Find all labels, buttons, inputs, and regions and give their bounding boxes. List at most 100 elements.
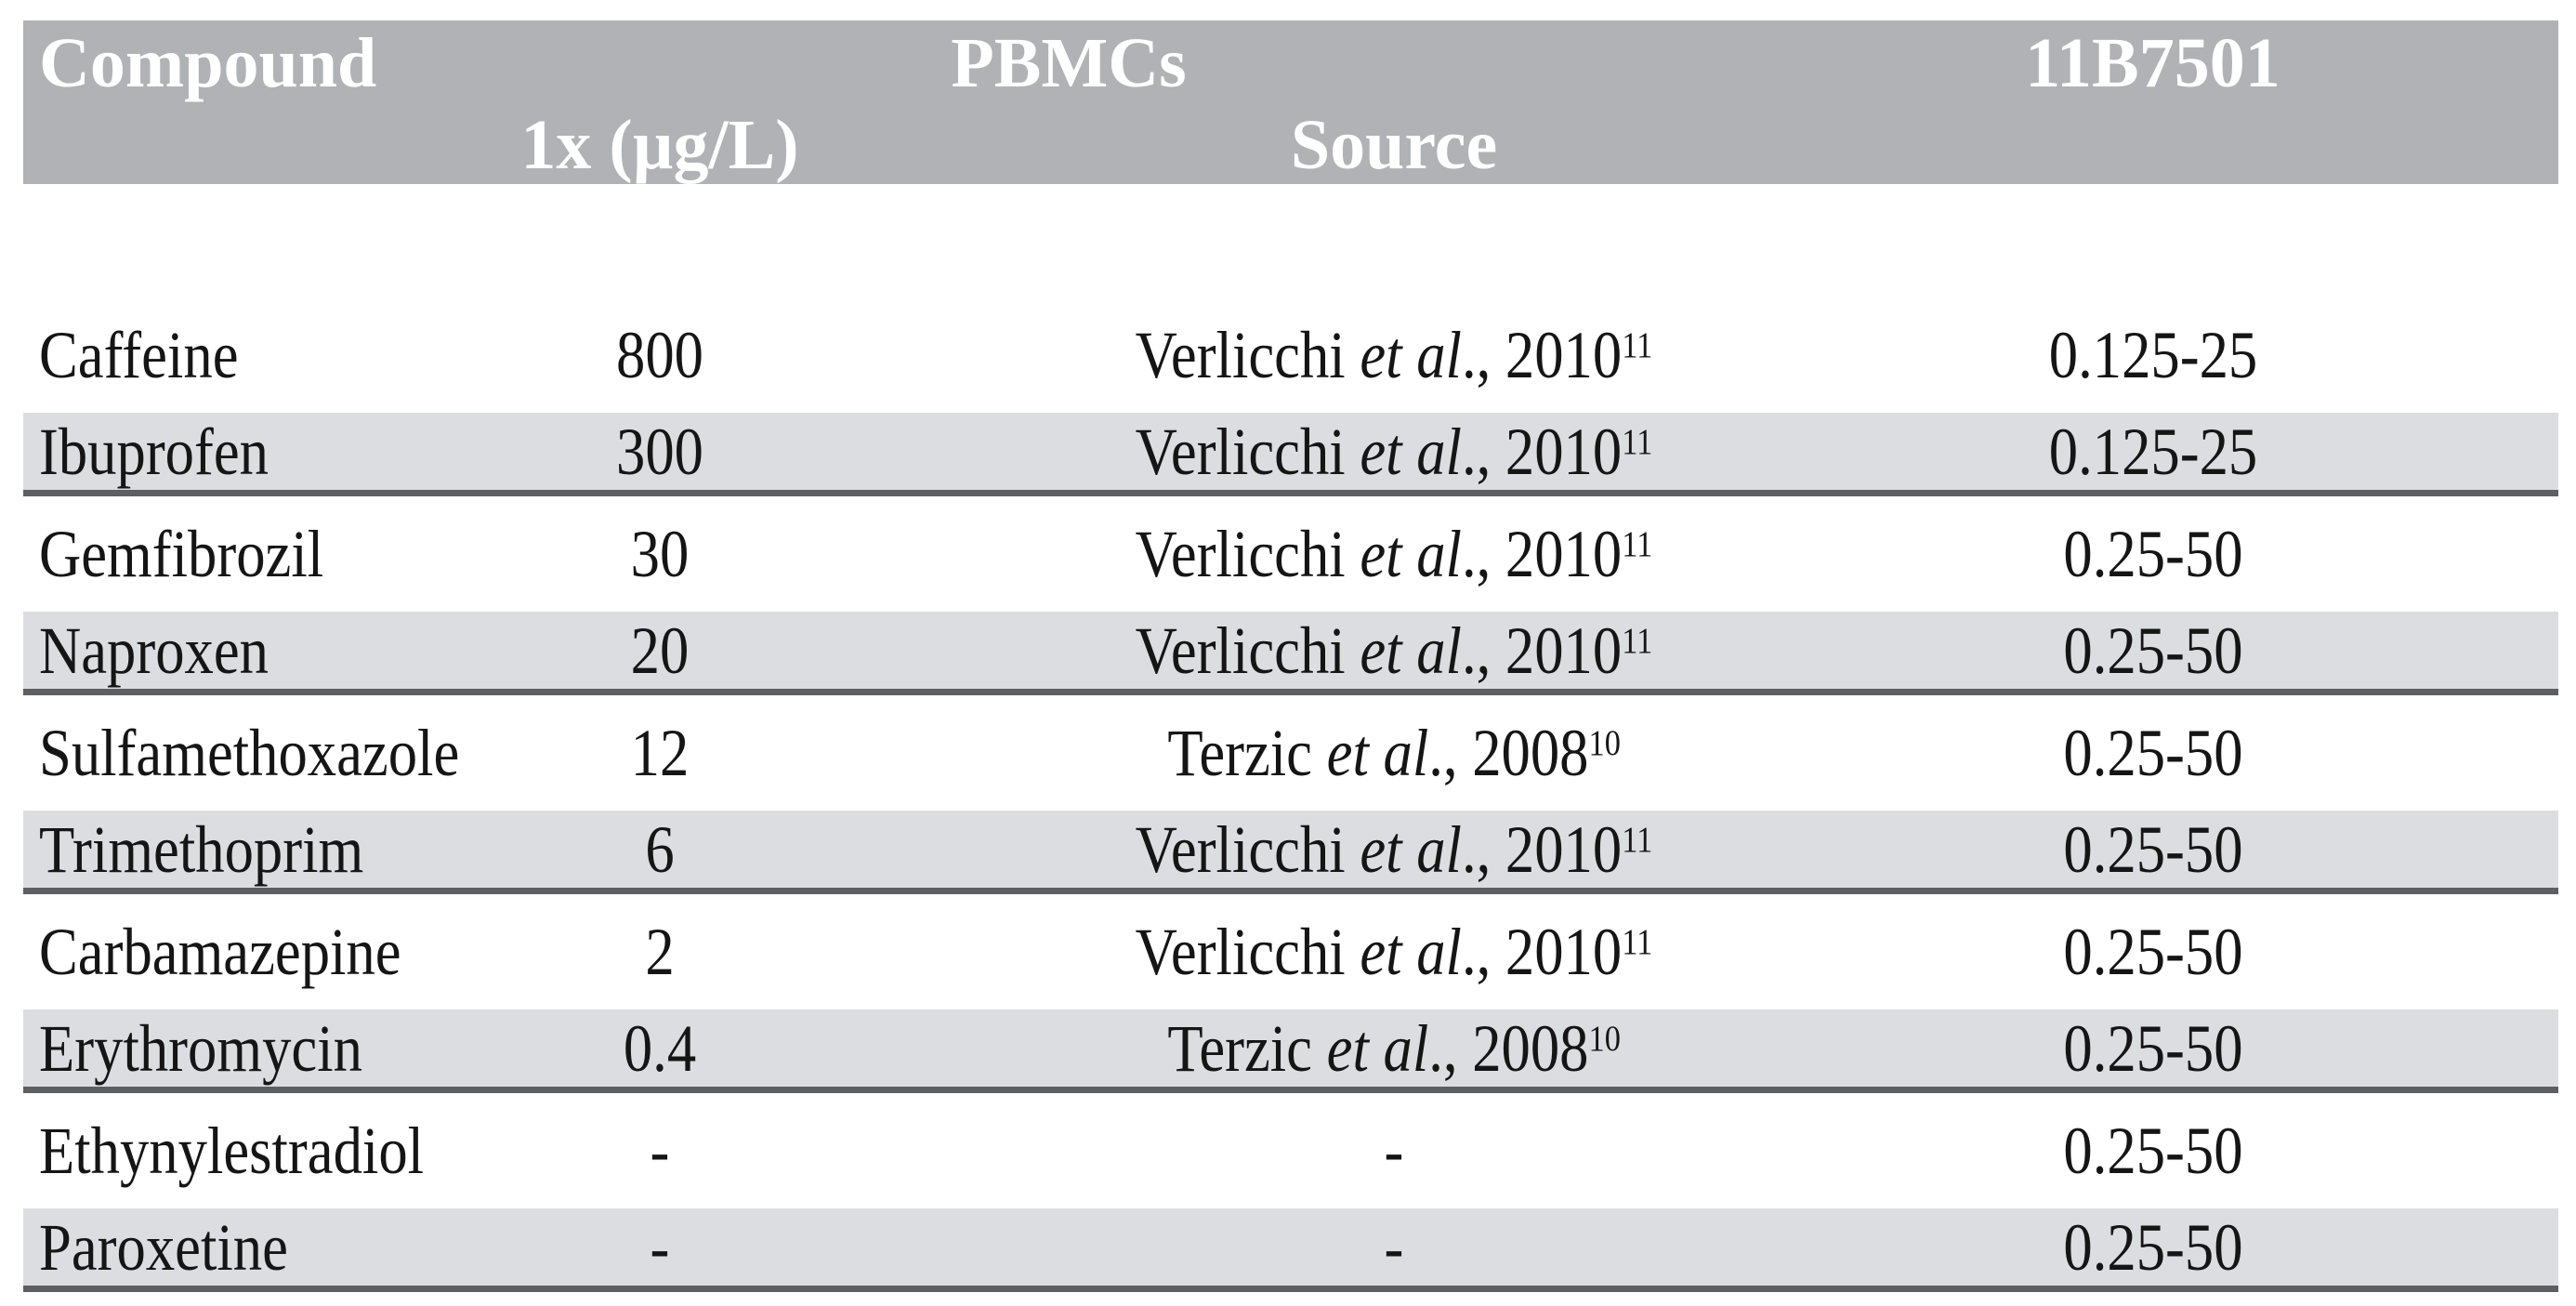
concentration-value: 6 xyxy=(645,811,675,887)
header-empty-cell xyxy=(23,106,446,184)
range-cell: 0.25-50 xyxy=(1914,612,2558,695)
compound-name: Carbamazepine xyxy=(39,915,401,989)
concentration-cell: 0.4 xyxy=(446,1009,874,1093)
table-row: Gemfibrozil 30 Verlicchi et al., 201011 … xyxy=(23,493,2558,612)
source-year: ., 2010 xyxy=(1461,613,1623,688)
table-row: Erythromycin 0.4 Terzic et al., 200810 0… xyxy=(23,1009,2558,1093)
compound-cell: Trimethoprim xyxy=(23,811,446,894)
concentration-value: 300 xyxy=(616,414,703,489)
source-citation: Verlicchi et al., 201011 xyxy=(1136,918,1653,985)
range-cell: 0.25-50 xyxy=(1914,1208,2558,1292)
compound-name: Sulfamethoxazole xyxy=(39,716,460,790)
dose-range: 0.25-50 xyxy=(2062,811,2243,887)
table-row: Trimethoprim 6 Verlicchi et al., 201011 … xyxy=(23,811,2558,894)
concentration-value: 12 xyxy=(630,716,690,790)
dose-range: 0.25-50 xyxy=(2062,1010,2243,1086)
concentration-value: 0.4 xyxy=(623,1010,697,1086)
dose-range: 0.25-50 xyxy=(2062,915,2243,989)
source-author: Terzic xyxy=(1167,716,1327,790)
range-cell: 0.125-25 xyxy=(1914,297,2558,413)
concentration-cell: - xyxy=(446,1089,874,1208)
source-et-al: et al xyxy=(1360,414,1462,489)
concentration-value: 30 xyxy=(630,517,690,591)
header-row-1: Compound PBMCs 11B7501 xyxy=(23,20,2558,106)
range-cell: 0.25-50 xyxy=(1914,890,2558,1009)
compound-name: Paroxetine xyxy=(39,1209,288,1285)
source-cell: Verlicchi et al., 201011 xyxy=(874,811,1914,894)
source-citation: Verlicchi et al., 201011 xyxy=(1136,418,1653,485)
compound-cell: Ibuprofen xyxy=(23,413,446,496)
range-cell: 0.25-50 xyxy=(1914,1009,2558,1093)
source-cell: Verlicchi et al., 201011 xyxy=(874,612,1914,695)
compound-cell: Ethynylestradiol xyxy=(23,1089,446,1208)
compound-cell: Carbamazepine xyxy=(23,890,446,1009)
source-year: ., 2010 xyxy=(1461,414,1623,489)
column-header-source-label: Source xyxy=(1290,106,1498,184)
compound-name: Trimethoprim xyxy=(39,811,364,887)
compound-cell: Naproxen xyxy=(23,612,446,695)
range-cell: 0.125-25 xyxy=(1914,413,2558,496)
source-author: - xyxy=(1384,1209,1404,1285)
dose-range: 0.25-50 xyxy=(2062,517,2243,591)
concentration-cell: 6 xyxy=(446,811,874,894)
column-group-header-pbmcs: PBMCs xyxy=(446,20,1914,106)
compound-name: Erythromycin xyxy=(39,1010,362,1086)
source-citation: - xyxy=(1385,1117,1404,1184)
concentration-value: - xyxy=(650,1209,670,1285)
source-ref-superscript: 11 xyxy=(1622,523,1653,565)
source-citation: Terzic et al., 200810 xyxy=(1167,1015,1621,1082)
compound-concentration-table: Compound PBMCs 11B7501 1x (µg/L) Source … xyxy=(23,20,2558,1292)
table-row: Sulfamethoxazole 12 Terzic et al., 20081… xyxy=(23,692,2558,811)
column-group-header-pbmcs-label: PBMCs xyxy=(951,24,1187,102)
table-row: Ethynylestradiol - - 0.25-50 xyxy=(23,1089,2558,1208)
compound-cell: Sulfamethoxazole xyxy=(23,692,459,811)
source-author: Verlicchi xyxy=(1135,811,1360,887)
source-cell: Verlicchi et al., 201011 xyxy=(874,297,1914,413)
concentration-value: 2 xyxy=(645,915,675,989)
source-citation: Verlicchi et al., 201011 xyxy=(1136,816,1653,883)
source-et-al: et al xyxy=(1360,517,1462,591)
compound-name: Gemfibrozil xyxy=(39,517,324,591)
source-et-al: et al xyxy=(1326,716,1429,790)
column-header-concentration-label: 1x (µg/L) xyxy=(520,106,799,184)
source-citation: Verlicchi et al., 201011 xyxy=(1136,617,1653,684)
table-row: Paroxetine - - 0.25-50 xyxy=(23,1208,2558,1292)
source-et-al: et al xyxy=(1326,1010,1429,1086)
dose-range: 0.25-50 xyxy=(2062,1209,2243,1285)
source-et-al: et al xyxy=(1360,613,1462,688)
header-row-2: 1x (µg/L) Source xyxy=(23,106,2558,184)
dose-range: 0.25-50 xyxy=(2062,716,2243,790)
source-ref-superscript: 10 xyxy=(1588,1017,1621,1059)
header-empty-cell xyxy=(1914,106,2558,184)
source-year: ., 2010 xyxy=(1461,318,1623,392)
source-cell: Verlicchi et al., 201011 xyxy=(874,493,1914,612)
compound-name: Caffeine xyxy=(39,318,239,392)
source-year: ., 2010 xyxy=(1461,915,1623,989)
source-cell: Verlicchi et al., 201011 xyxy=(874,413,1914,496)
concentration-value: - xyxy=(650,1114,670,1188)
source-et-al: et al xyxy=(1360,915,1462,989)
source-ref-superscript: 11 xyxy=(1622,324,1653,366)
compound-cell: Gemfibrozil xyxy=(23,493,446,612)
source-ref-superscript: 11 xyxy=(1622,921,1653,963)
range-cell: 0.25-50 xyxy=(1914,811,2558,894)
table-row: Naproxen 20 Verlicchi et al., 201011 0.2… xyxy=(23,612,2558,695)
source-author: Verlicchi xyxy=(1135,517,1360,591)
source-cell: - xyxy=(874,1089,1914,1208)
table-row: Caffeine 800 Verlicchi et al., 201011 0.… xyxy=(23,297,2558,413)
compound-name: Naproxen xyxy=(39,613,269,688)
source-ref-superscript: 11 xyxy=(1622,420,1653,462)
column-header-compound-label: Compound xyxy=(39,24,377,102)
source-author: Terzic xyxy=(1167,1010,1327,1086)
source-cell: Terzic et al., 200810 xyxy=(874,1009,1914,1093)
compound-cell: Caffeine xyxy=(23,297,446,413)
concentration-value: 20 xyxy=(630,613,690,688)
source-ref-superscript: 11 xyxy=(1622,818,1653,860)
concentration-cell: 300 xyxy=(446,413,874,496)
range-cell: 0.25-50 xyxy=(1914,493,2558,612)
compound-name: Ethynylestradiol xyxy=(39,1114,425,1188)
spacer-row xyxy=(23,184,2558,297)
dose-range: 0.125-25 xyxy=(2048,318,2257,392)
range-cell: 0.25-50 xyxy=(1914,692,2558,811)
